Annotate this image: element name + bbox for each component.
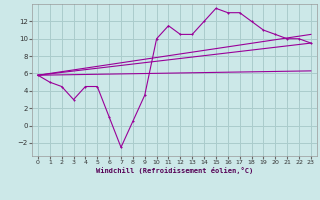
X-axis label: Windchill (Refroidissement éolien,°C): Windchill (Refroidissement éolien,°C) [96, 167, 253, 174]
